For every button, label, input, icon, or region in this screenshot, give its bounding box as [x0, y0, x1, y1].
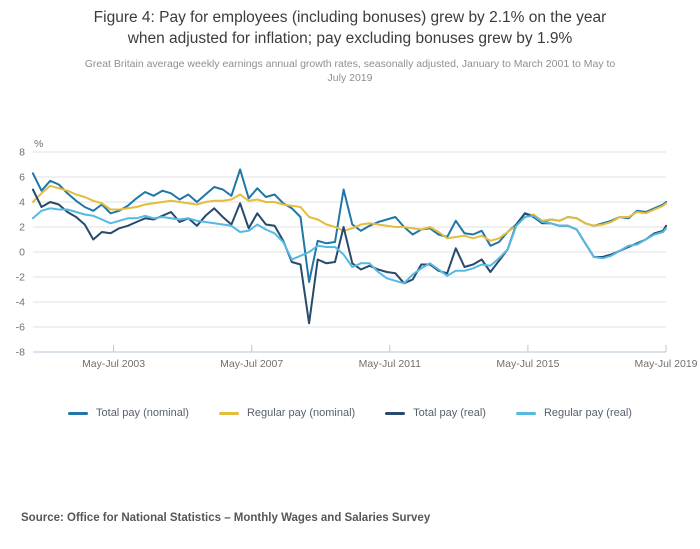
- line-chart: 8 6 4 2 0 -2 -4 -6 -8 May-Jul 2003 May-Jul 2007 May…: [16, 138, 698, 370]
- x-tick-label: May-Jul 2015: [496, 358, 559, 370]
- legend-label: Total pay (real): [413, 407, 486, 419]
- legend-item-total-pay-real: Total pay (real): [385, 407, 486, 419]
- line-swatch-icon: [218, 411, 239, 415]
- y-axis-unit-label: %: [34, 138, 43, 150]
- x-tick-label: May-Jul 2019: [634, 358, 697, 370]
- y-tick-label: 4: [19, 197, 25, 209]
- source-note: Source: Office for National Statistics –…: [21, 512, 431, 524]
- legend-item-total-pay-nominal: Total pay (nominal): [68, 407, 189, 419]
- x-tick-label: May-Jul 2003: [82, 358, 145, 370]
- line-swatch-icon: [68, 411, 89, 415]
- y-tick-label: -8: [16, 347, 25, 359]
- legend-item-regular-pay-nominal: Regular pay (nominal): [218, 407, 356, 419]
- figure-subtitle: Great Britain average weekly earnings an…: [0, 57, 700, 85]
- series-line-regular-pay-real: [31, 207, 668, 285]
- y-tick-label: 8: [19, 147, 25, 159]
- y-tick-label: 2: [19, 222, 25, 234]
- x-tick-label: May-Jul 2011: [359, 358, 421, 370]
- figure-subtitle-line1: Great Britain average weekly earnings an…: [84, 58, 616, 70]
- series-line-regular-pay-nominal: [31, 184, 668, 242]
- figure-title: Figure 4: Pay for employees (including b…: [0, 7, 700, 49]
- figure-subtitle-line2: July 2019: [327, 72, 373, 84]
- legend-label: Regular pay (real): [543, 407, 632, 419]
- figure-title-line2: when adjusted for inflation; pay excludi…: [127, 30, 573, 47]
- y-tick-label: -6: [16, 322, 25, 334]
- y-tick-label: 0: [19, 247, 25, 259]
- x-tick-label: May-Jul 2007: [220, 358, 283, 370]
- legend-label: Total pay (nominal): [96, 407, 189, 419]
- chart-legend: Total pay (nominal) Regular pay (nominal…: [0, 407, 700, 419]
- legend-label: Regular pay (nominal): [246, 407, 356, 419]
- line-swatch-icon: [515, 411, 536, 415]
- line-swatch-icon: [385, 411, 406, 415]
- y-tick-label: -2: [16, 272, 25, 284]
- figure-title-line1: Figure 4: Pay for employees (including b…: [93, 9, 607, 26]
- legend-item-regular-pay-real: Regular pay (real): [515, 407, 632, 419]
- chart-area: 8 6 4 2 0 -2 -4 -6 -8 May-Jul 2003 May-Jul 2007 May…: [0, 130, 700, 380]
- y-tick-label: -4: [16, 297, 25, 309]
- y-tick-label: 6: [19, 172, 25, 184]
